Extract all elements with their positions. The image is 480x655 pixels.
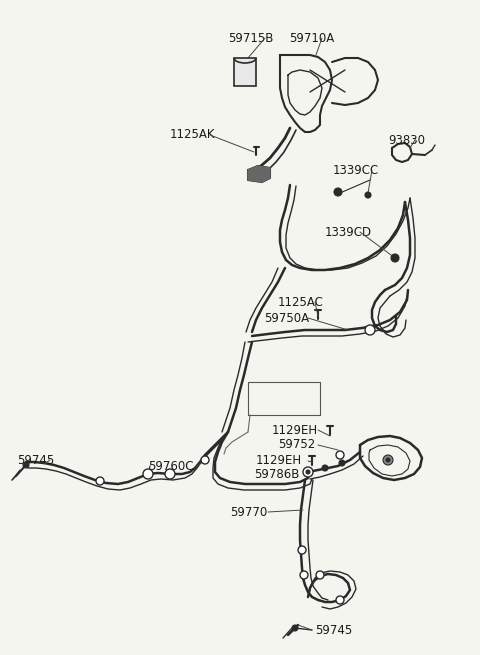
Text: 59760C: 59760C	[148, 460, 193, 474]
Circle shape	[383, 455, 393, 465]
Circle shape	[316, 571, 324, 579]
Text: 93830: 93830	[388, 134, 425, 147]
FancyBboxPatch shape	[234, 58, 256, 86]
Circle shape	[336, 451, 344, 459]
Circle shape	[23, 462, 29, 468]
Circle shape	[391, 254, 399, 262]
Text: 1125AK: 1125AK	[170, 128, 216, 141]
Circle shape	[365, 325, 375, 335]
Circle shape	[143, 469, 153, 479]
Circle shape	[322, 465, 328, 471]
Circle shape	[386, 458, 390, 462]
Circle shape	[334, 188, 342, 196]
Text: 1129EH: 1129EH	[272, 424, 318, 436]
Circle shape	[336, 596, 344, 604]
Polygon shape	[248, 166, 270, 182]
Circle shape	[201, 456, 209, 464]
Circle shape	[306, 470, 310, 474]
Text: 59745: 59745	[315, 624, 352, 637]
Text: 59770: 59770	[230, 506, 267, 519]
Circle shape	[165, 469, 175, 479]
Text: 59745: 59745	[17, 453, 54, 466]
Text: 1125AC: 1125AC	[278, 295, 324, 309]
Text: 59710A: 59710A	[289, 31, 334, 45]
Text: 59715B: 59715B	[228, 31, 274, 45]
Circle shape	[365, 192, 371, 198]
Text: 59752: 59752	[278, 438, 315, 451]
Text: 59786B: 59786B	[254, 468, 300, 481]
Text: 1339CC: 1339CC	[333, 164, 379, 176]
Circle shape	[298, 546, 306, 554]
Circle shape	[339, 460, 345, 466]
Text: 59750A: 59750A	[264, 312, 309, 324]
Circle shape	[96, 477, 104, 485]
Circle shape	[303, 467, 313, 477]
Text: 1339CD: 1339CD	[325, 225, 372, 238]
Circle shape	[300, 571, 308, 579]
Circle shape	[292, 625, 298, 631]
Text: 1129EH: 1129EH	[256, 455, 302, 468]
